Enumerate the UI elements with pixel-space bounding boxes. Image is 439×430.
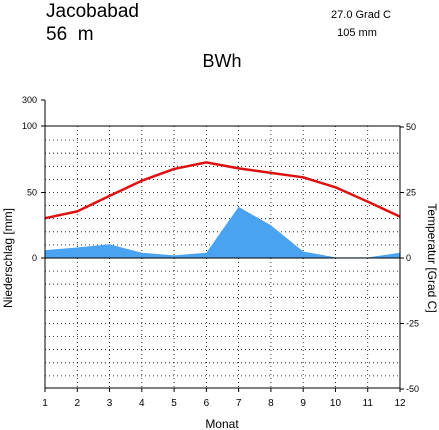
x-tick-label: 3 — [107, 398, 113, 409]
temperature-series-line — [44, 161, 401, 220]
right-tick-label: 25 — [406, 188, 416, 198]
left-tick-label: 300 — [22, 95, 37, 105]
annual-precipitation: 105 mm — [337, 27, 377, 39]
x-axis-label: Monat — [205, 417, 239, 430]
precipitation-fill — [45, 206, 400, 258]
station-elevation: 56 m — [46, 24, 94, 45]
x-tick-label: 9 — [300, 398, 306, 409]
y-axis-label-left: Niederschlag [mm] — [1, 208, 15, 308]
y-axis-label-right: Temperatur [Grad C] — [425, 203, 439, 312]
x-tick-label: 1 — [42, 398, 48, 409]
climate-class: BWh — [202, 51, 241, 71]
precipitation-area — [45, 206, 400, 258]
right-tick-label: 0 — [406, 253, 411, 263]
left-tick-label: 50 — [27, 188, 37, 198]
x-tick-label: 4 — [139, 398, 145, 409]
axes — [41, 99, 404, 392]
x-tick-label: 11 — [363, 398, 374, 409]
x-tick-label: 8 — [268, 398, 274, 409]
temperature-line — [44, 161, 401, 220]
left-tick-label: 0 — [32, 253, 37, 263]
x-tick-label: 5 — [171, 398, 177, 409]
mean-temperature: 27.0 Grad C — [331, 9, 391, 21]
right-tick-label: -25 — [406, 319, 419, 329]
plot-frame — [44, 125, 401, 389]
right-tick-label: -50 — [406, 384, 419, 394]
right-tick-label: 50 — [406, 122, 416, 132]
x-tick-label: 12 — [394, 398, 406, 409]
x-tick-label: 2 — [74, 398, 80, 409]
station-name: Jacobabad — [46, 1, 139, 22]
x-tick-label: 6 — [204, 398, 210, 409]
x-tick-label: 7 — [236, 398, 242, 409]
x-tick-label: 10 — [330, 398, 342, 409]
left-tick-label: 100 — [22, 121, 37, 131]
